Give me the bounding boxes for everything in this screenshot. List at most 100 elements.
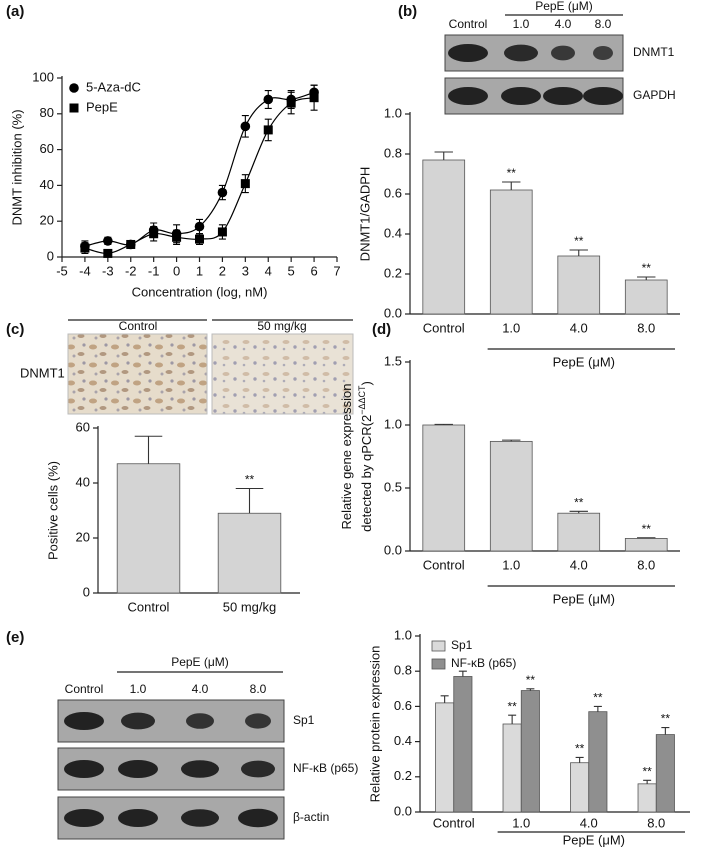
error-bar bbox=[569, 510, 588, 514]
lane-label: 4.0 bbox=[555, 17, 572, 31]
x-tick-label: Control bbox=[128, 599, 170, 614]
x-tick-label: Control bbox=[423, 320, 465, 335]
x-tick-label: 0 bbox=[173, 263, 180, 278]
bar bbox=[453, 676, 473, 813]
x-tick-label: 3 bbox=[242, 263, 249, 278]
panel-label: (e) bbox=[6, 629, 24, 646]
blot-band bbox=[121, 712, 155, 730]
bar bbox=[489, 189, 533, 315]
y-tick-label: 0.4 bbox=[394, 733, 412, 748]
group-label: PepE (μM) bbox=[563, 832, 625, 847]
x-tick-label: 1.0 bbox=[502, 320, 520, 335]
y-tick-label: 0 bbox=[83, 584, 90, 599]
bar bbox=[637, 783, 657, 813]
y-tick-label: 0.6 bbox=[384, 185, 402, 200]
error-bar bbox=[502, 181, 521, 190]
blot-band bbox=[64, 760, 104, 778]
y-axis-label: DNMT inhibition (%) bbox=[9, 109, 24, 225]
significance: ** bbox=[642, 764, 652, 778]
y-tick-label: 60 bbox=[40, 141, 54, 156]
blot-band bbox=[118, 760, 158, 778]
legend-swatch bbox=[431, 640, 446, 652]
x-tick-label: 8.0 bbox=[637, 320, 655, 335]
x-tick-label: 6 bbox=[310, 263, 317, 278]
y-tick-label: 1.0 bbox=[384, 416, 402, 431]
error-bar bbox=[637, 276, 656, 280]
error-bar bbox=[637, 537, 656, 539]
significance: ** bbox=[642, 261, 652, 275]
bar bbox=[116, 463, 181, 594]
significance: ** bbox=[575, 742, 585, 756]
y-tick-label: 100 bbox=[32, 69, 54, 84]
y-tick-label: 0.8 bbox=[384, 145, 402, 160]
blot-band bbox=[504, 44, 538, 62]
y-tick-label: 0.0 bbox=[384, 305, 402, 320]
lane-label: 1.0 bbox=[513, 17, 530, 31]
x-tick-label: 4.0 bbox=[580, 815, 598, 830]
panel-label: (c) bbox=[6, 321, 24, 338]
panel-label: (b) bbox=[398, 3, 417, 20]
y-tick-label: 0.6 bbox=[394, 698, 412, 713]
fit-curve bbox=[84, 97, 315, 255]
bar bbox=[624, 279, 668, 315]
y-tick-label: 40 bbox=[40, 177, 54, 192]
panel-label: (a) bbox=[6, 3, 24, 20]
x-tick-label: 4.0 bbox=[570, 320, 588, 335]
blot-band bbox=[238, 808, 278, 828]
error-bar bbox=[502, 439, 521, 442]
row-label: β-actin bbox=[293, 810, 329, 824]
group-label: PepE (μM) bbox=[171, 655, 229, 669]
y-axis-label: Relative gene expression detected by qPCR… bbox=[339, 381, 374, 532]
row-label: DNMT1 bbox=[20, 365, 65, 380]
y-tick-label: 0.0 bbox=[384, 542, 402, 557]
x-tick-label: 1 bbox=[196, 263, 203, 278]
bar bbox=[624, 538, 668, 552]
y-tick-label: 80 bbox=[40, 105, 54, 120]
error-bar bbox=[434, 151, 453, 160]
x-tick-label: -2 bbox=[125, 263, 137, 278]
y-tick-label: 0.0 bbox=[394, 803, 412, 818]
x-tick-label: -3 bbox=[102, 263, 114, 278]
legend-swatch bbox=[431, 658, 446, 670]
y-axis-label-sup: −ΔΔCT bbox=[357, 385, 367, 415]
group-label: PepE (μM) bbox=[553, 591, 615, 606]
x-tick-label: -5 bbox=[56, 263, 68, 278]
blot-band bbox=[543, 87, 583, 105]
error-bar bbox=[508, 714, 517, 724]
significance: ** bbox=[245, 473, 255, 487]
y-tick-label: 20 bbox=[76, 529, 90, 544]
y-tick-label: 60 bbox=[76, 419, 90, 434]
error-bar bbox=[434, 423, 453, 425]
lane-label: 4.0 bbox=[192, 682, 209, 696]
blot-band bbox=[118, 809, 158, 827]
bar bbox=[435, 702, 455, 813]
error-bar bbox=[569, 249, 588, 256]
significance: ** bbox=[574, 234, 584, 248]
error-bar bbox=[134, 435, 163, 464]
error-bar bbox=[575, 756, 584, 763]
y-tick-label: 0.8 bbox=[394, 663, 412, 678]
y-tick-label: 1.0 bbox=[394, 627, 412, 642]
error-bar bbox=[458, 670, 467, 677]
row-label: Sp1 bbox=[293, 713, 315, 727]
lane-label: 8.0 bbox=[250, 682, 267, 696]
group-label: PepE (μM) bbox=[535, 0, 593, 13]
bar bbox=[217, 512, 282, 594]
x-tick-label: 4 bbox=[265, 263, 272, 278]
histology-image bbox=[67, 333, 208, 415]
y-tick-label: 0 bbox=[47, 248, 54, 263]
fit-curve bbox=[84, 91, 315, 247]
significance: ** bbox=[661, 712, 671, 726]
row-label: NF-κB (p65) bbox=[293, 761, 358, 775]
blot-band bbox=[448, 44, 488, 62]
y-tick-label: 0.2 bbox=[384, 265, 402, 280]
lane-label: Control bbox=[449, 17, 488, 31]
y-tick-label: 40 bbox=[76, 474, 90, 489]
blot-band bbox=[551, 45, 575, 61]
bar bbox=[655, 734, 675, 813]
x-tick-label: 7 bbox=[333, 263, 340, 278]
significance: ** bbox=[642, 522, 652, 536]
x-tick-label: 4.0 bbox=[570, 557, 588, 572]
y-tick-label: 1.0 bbox=[384, 105, 402, 120]
y-tick-label: 20 bbox=[40, 213, 54, 228]
